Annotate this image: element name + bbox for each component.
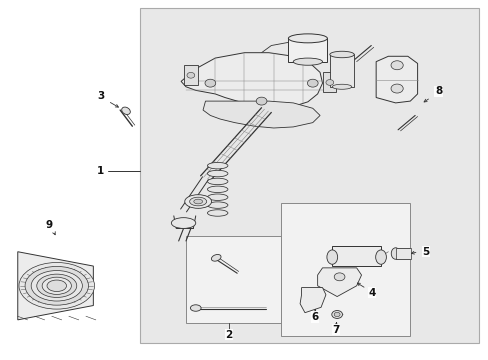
- Ellipse shape: [207, 178, 227, 185]
- Polygon shape: [261, 42, 320, 63]
- Text: 5: 5: [422, 247, 428, 257]
- Ellipse shape: [37, 274, 77, 297]
- Ellipse shape: [207, 162, 227, 169]
- Ellipse shape: [207, 186, 227, 193]
- Ellipse shape: [207, 194, 227, 201]
- Ellipse shape: [331, 84, 351, 89]
- Polygon shape: [300, 288, 325, 313]
- Ellipse shape: [331, 311, 342, 319]
- Bar: [331, 246, 380, 266]
- Polygon shape: [18, 252, 93, 320]
- Text: 6: 6: [311, 312, 318, 322]
- Ellipse shape: [207, 170, 227, 177]
- Ellipse shape: [47, 280, 66, 292]
- Text: 9: 9: [46, 220, 53, 230]
- Ellipse shape: [211, 255, 221, 261]
- Ellipse shape: [307, 79, 318, 87]
- Ellipse shape: [325, 80, 333, 85]
- Bar: [395, 248, 410, 259]
- Ellipse shape: [207, 210, 227, 216]
- Ellipse shape: [51, 282, 63, 289]
- Ellipse shape: [204, 79, 215, 87]
- Text: 2: 2: [225, 330, 232, 340]
- Text: 1: 1: [97, 166, 104, 176]
- Ellipse shape: [19, 262, 94, 309]
- Text: 7: 7: [332, 325, 339, 335]
- Bar: [322, 72, 335, 92]
- Text: 4: 4: [368, 288, 375, 298]
- Bar: [281, 203, 409, 336]
- Bar: [288, 39, 327, 62]
- Ellipse shape: [31, 271, 82, 301]
- Bar: [183, 65, 198, 85]
- Ellipse shape: [288, 34, 327, 43]
- Ellipse shape: [390, 61, 403, 70]
- Polygon shape: [181, 53, 322, 108]
- Ellipse shape: [122, 107, 130, 114]
- Ellipse shape: [186, 72, 194, 78]
- Bar: [185, 235, 281, 323]
- Ellipse shape: [375, 250, 386, 264]
- Ellipse shape: [390, 84, 403, 93]
- Ellipse shape: [25, 266, 88, 305]
- Ellipse shape: [390, 248, 399, 259]
- Bar: [140, 8, 478, 343]
- Ellipse shape: [184, 195, 211, 208]
- Polygon shape: [317, 268, 361, 297]
- Text: 3: 3: [97, 91, 104, 101]
- Ellipse shape: [326, 250, 337, 264]
- Ellipse shape: [171, 218, 195, 228]
- Ellipse shape: [190, 305, 201, 311]
- Ellipse shape: [42, 277, 71, 294]
- Ellipse shape: [207, 202, 227, 208]
- Bar: [329, 54, 353, 87]
- Ellipse shape: [333, 273, 344, 281]
- Ellipse shape: [329, 51, 353, 58]
- Ellipse shape: [189, 197, 206, 206]
- Ellipse shape: [256, 97, 266, 105]
- Ellipse shape: [293, 58, 322, 65]
- Ellipse shape: [333, 312, 339, 317]
- Text: 8: 8: [434, 86, 441, 96]
- Polygon shape: [375, 56, 417, 103]
- Ellipse shape: [193, 199, 202, 204]
- Polygon shape: [203, 101, 320, 128]
